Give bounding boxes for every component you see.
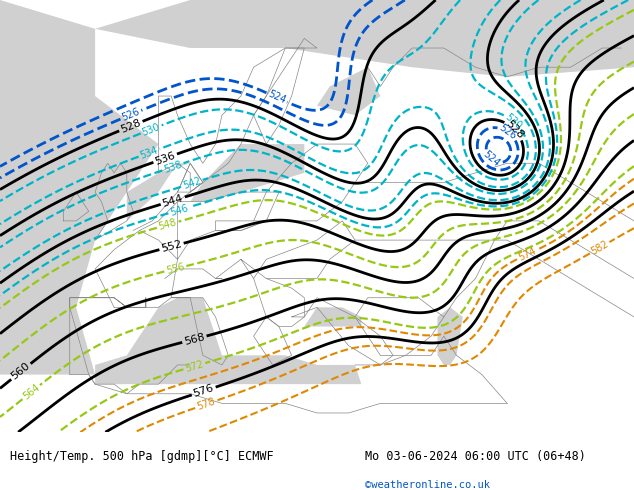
Text: 552: 552 (160, 239, 183, 254)
Text: 582: 582 (589, 239, 611, 257)
Text: 528: 528 (503, 119, 526, 141)
Text: 536: 536 (153, 150, 177, 167)
Text: 526: 526 (120, 106, 141, 123)
Text: 542: 542 (181, 176, 202, 191)
Text: 544: 544 (161, 193, 184, 209)
Text: 548: 548 (157, 218, 178, 232)
Text: 538: 538 (162, 159, 183, 174)
Text: Height/Temp. 500 hPa [gdmp][°C] ECMWF: Height/Temp. 500 hPa [gdmp][°C] ECMWF (10, 449, 273, 463)
Text: 528: 528 (119, 118, 143, 135)
Text: 574: 574 (517, 246, 538, 263)
Polygon shape (317, 67, 380, 115)
Text: 526: 526 (498, 122, 519, 142)
Text: 576: 576 (192, 383, 216, 399)
Text: ©weatheronline.co.uk: ©weatheronline.co.uk (365, 480, 489, 490)
Polygon shape (95, 298, 361, 384)
Text: 530: 530 (503, 112, 524, 131)
Polygon shape (190, 144, 304, 202)
Text: Mo 03-06-2024 06:00 UTC (06+48): Mo 03-06-2024 06:00 UTC (06+48) (365, 449, 585, 463)
Polygon shape (304, 307, 361, 326)
Text: 556: 556 (165, 262, 186, 276)
Polygon shape (0, 0, 158, 432)
Text: 560: 560 (10, 361, 32, 382)
Text: 568: 568 (183, 332, 206, 347)
Text: 572: 572 (184, 359, 205, 373)
Text: 524: 524 (266, 89, 287, 106)
Text: 564: 564 (21, 382, 42, 402)
Polygon shape (437, 307, 463, 365)
Text: 546: 546 (169, 203, 190, 218)
Text: 534: 534 (139, 145, 160, 161)
Polygon shape (95, 0, 634, 77)
Text: 524: 524 (481, 149, 501, 169)
Text: 578: 578 (195, 396, 216, 412)
Text: 530: 530 (141, 122, 162, 137)
Polygon shape (127, 163, 190, 221)
